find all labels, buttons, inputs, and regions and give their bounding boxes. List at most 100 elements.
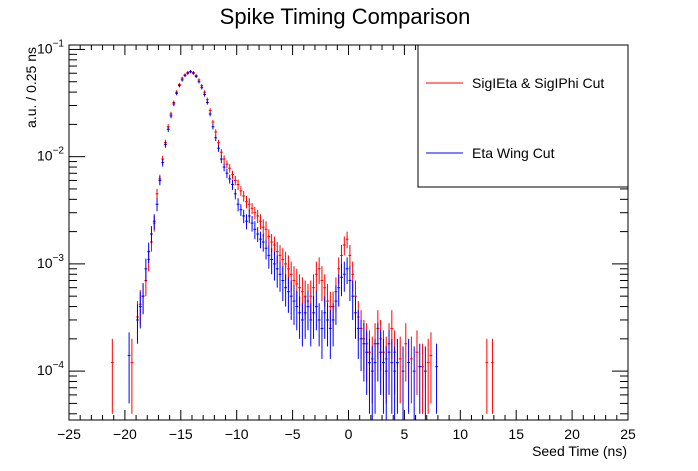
data-point bbox=[270, 248, 274, 275]
x-tick-label: −10 bbox=[225, 426, 249, 442]
data-point bbox=[236, 198, 240, 212]
data-point bbox=[267, 229, 271, 246]
data-point bbox=[382, 338, 385, 414]
data-point bbox=[256, 227, 260, 243]
data-point bbox=[423, 346, 427, 420]
data-point bbox=[359, 319, 363, 372]
data-point bbox=[415, 330, 419, 395]
data-point bbox=[337, 274, 341, 307]
data-point bbox=[267, 245, 271, 269]
data-point bbox=[289, 280, 293, 320]
data-point bbox=[356, 310, 360, 359]
data-point bbox=[435, 343, 438, 414]
data-point bbox=[219, 155, 223, 164]
data-point bbox=[261, 219, 265, 237]
data-point bbox=[312, 296, 315, 339]
data-point bbox=[152, 214, 156, 230]
data-point bbox=[365, 330, 369, 395]
data-point bbox=[426, 338, 430, 414]
data-point bbox=[166, 126, 170, 132]
data-point bbox=[211, 119, 215, 125]
data-point bbox=[418, 343, 422, 414]
data-point bbox=[161, 159, 165, 167]
data-point bbox=[164, 141, 167, 148]
data-point bbox=[331, 303, 335, 347]
data-point bbox=[138, 291, 142, 329]
data-point bbox=[376, 323, 380, 382]
data-point bbox=[287, 277, 290, 313]
data-point bbox=[429, 332, 433, 404]
data-point bbox=[222, 155, 226, 164]
data-point bbox=[314, 290, 318, 331]
data-point bbox=[404, 323, 408, 382]
data-point bbox=[256, 209, 260, 224]
data-point bbox=[200, 85, 204, 90]
data-point bbox=[250, 215, 254, 232]
data-point bbox=[281, 266, 285, 302]
data-point bbox=[158, 176, 162, 186]
data-point bbox=[208, 111, 212, 117]
data-point bbox=[398, 336, 402, 404]
data-point bbox=[228, 164, 232, 173]
data-point bbox=[253, 221, 257, 240]
data-point bbox=[141, 283, 145, 315]
data-point bbox=[370, 346, 374, 420]
data-point bbox=[231, 170, 234, 179]
y-tick-label: 10−1 bbox=[37, 38, 64, 56]
x-tick-label: 20 bbox=[564, 426, 580, 442]
chart-title: Spike Timing Comparison bbox=[220, 4, 471, 29]
data-point bbox=[214, 129, 218, 135]
data-point bbox=[136, 304, 139, 344]
data-point bbox=[191, 71, 195, 75]
data-point bbox=[155, 198, 159, 212]
data-point bbox=[197, 80, 201, 84]
data-point bbox=[194, 74, 198, 79]
data-point bbox=[396, 338, 399, 414]
data-point bbox=[261, 233, 265, 252]
data-point bbox=[334, 285, 338, 325]
data-point bbox=[407, 338, 410, 414]
data-point bbox=[214, 134, 218, 141]
data-point bbox=[292, 285, 296, 325]
data-point bbox=[384, 346, 388, 420]
data-point bbox=[231, 179, 234, 190]
data-point bbox=[309, 303, 313, 347]
x-tick-label: 10 bbox=[453, 426, 469, 442]
data-point bbox=[284, 274, 288, 307]
data-point bbox=[236, 179, 240, 190]
data-point bbox=[273, 251, 276, 281]
legend-label-eta-wing: Eta Wing Cut bbox=[472, 145, 555, 161]
data-point bbox=[393, 346, 397, 420]
x-tick-label: 15 bbox=[508, 426, 524, 442]
data-point bbox=[180, 78, 184, 82]
data-point bbox=[247, 209, 251, 224]
data-point bbox=[300, 303, 304, 347]
data-point bbox=[211, 124, 215, 130]
data-point bbox=[245, 214, 248, 230]
data-point bbox=[421, 343, 424, 414]
legend-label-sigieta: SigIEta & SigIPhi Cut bbox=[472, 75, 604, 91]
data-point bbox=[354, 296, 357, 339]
data-point bbox=[150, 226, 153, 244]
data-point bbox=[264, 221, 268, 240]
x-tick-label: −25 bbox=[57, 426, 81, 442]
data-point bbox=[259, 231, 262, 249]
data-point bbox=[219, 148, 223, 156]
data-point bbox=[130, 338, 134, 414]
data-point bbox=[320, 266, 324, 302]
data-point bbox=[342, 261, 346, 292]
plot-frame bbox=[68, 44, 629, 421]
data-point bbox=[233, 188, 237, 200]
data-point bbox=[317, 303, 321, 347]
data-point bbox=[222, 163, 226, 172]
data-point bbox=[306, 290, 310, 331]
data-point bbox=[401, 346, 405, 420]
data-point bbox=[186, 71, 190, 75]
y-axis-label: a.u. / 0.25 ns bbox=[23, 47, 39, 128]
data-point bbox=[225, 160, 229, 169]
data-point bbox=[412, 346, 416, 420]
data-point bbox=[169, 113, 173, 119]
data-point bbox=[183, 74, 187, 78]
x-tick-label: −5 bbox=[285, 426, 301, 442]
data-point bbox=[345, 231, 349, 249]
